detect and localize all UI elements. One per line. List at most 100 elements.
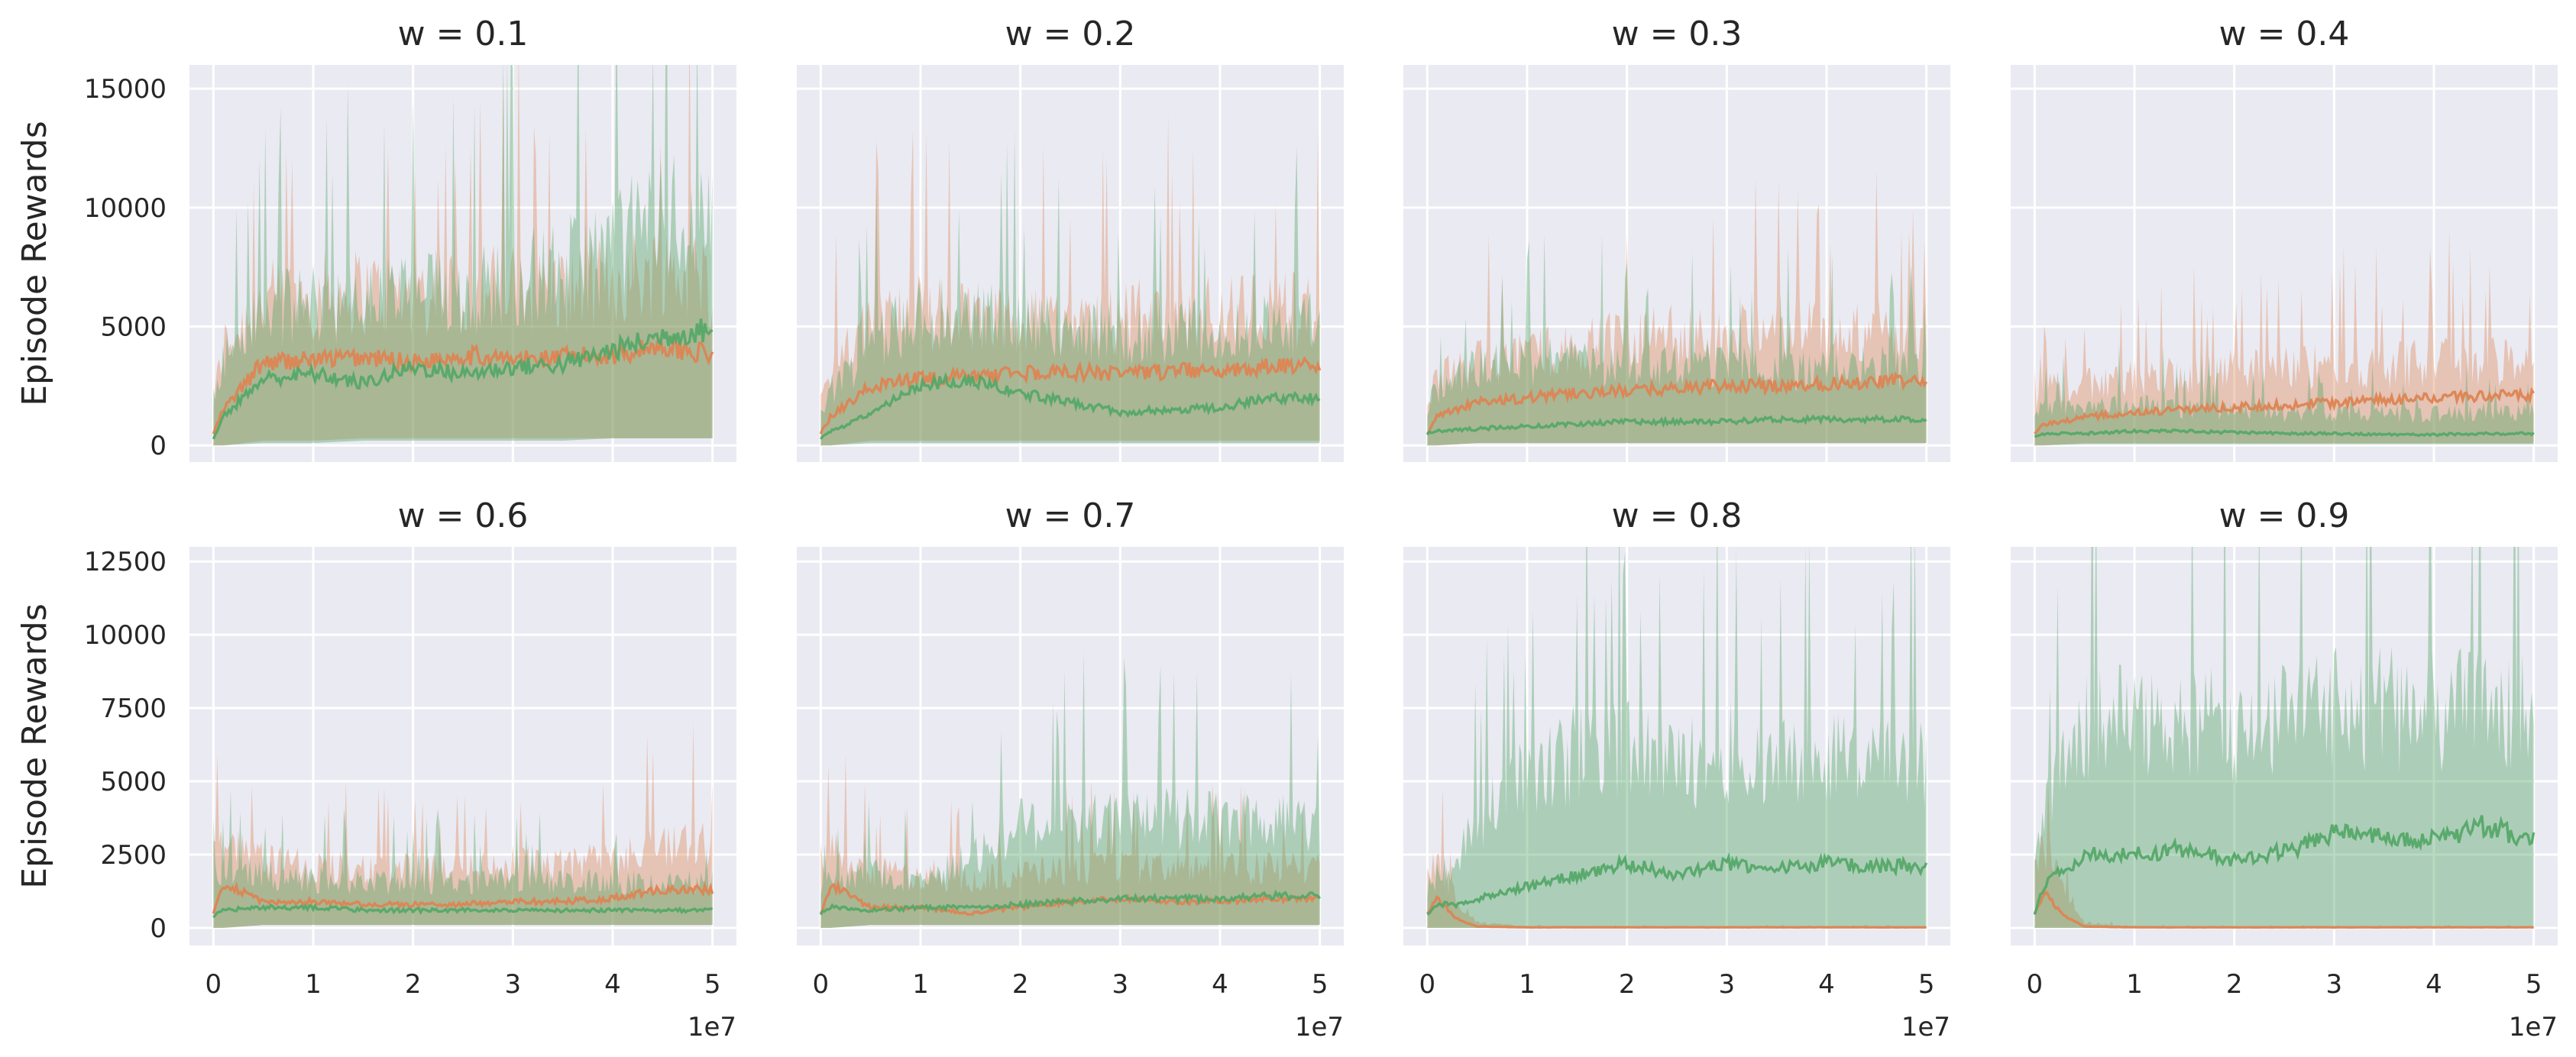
y-tick-label: 5000 (100, 312, 167, 343)
subplot-title: w = 0.4 (2219, 15, 2350, 53)
series-2-band (2034, 547, 2534, 928)
series-2-band (213, 65, 713, 446)
subplot-title: w = 0.2 (1005, 15, 1136, 53)
x-tick-label: 2 (405, 969, 422, 1000)
x-tick-label: 5 (2526, 969, 2542, 1000)
series-2-line (2033, 815, 2536, 916)
y-tick-label: 15000 (84, 74, 167, 105)
subplot-title: w = 0.6 (398, 496, 529, 535)
x-tick-label: 0 (813, 969, 830, 1000)
series-1-line (2033, 890, 2534, 929)
plot-area (189, 547, 736, 945)
x-tick-label: 1 (1519, 969, 1536, 1000)
series-2-band (213, 790, 713, 928)
y-axis-label: Episode Rewards (15, 603, 54, 889)
plot-area (797, 547, 1344, 945)
y-tick-label: 2500 (100, 840, 167, 871)
series-1-line (212, 881, 714, 914)
plot-area (1403, 547, 1950, 945)
series-2-line (1426, 852, 1928, 916)
plot-content (1426, 170, 1928, 446)
series-1-band (1427, 170, 1927, 446)
y-tick-label: 10000 (84, 620, 167, 651)
subplot-title: w = 0.7 (1005, 496, 1136, 535)
subplot-title: w = 0.1 (398, 15, 529, 53)
y-axis-label: Episode Rewards (15, 121, 54, 406)
plot-area (2011, 547, 2558, 945)
subplot-3: w = 0.3 (1403, 15, 1950, 462)
plot-content (1426, 547, 1928, 929)
series-2-band (820, 131, 1320, 446)
series-1-line (1426, 895, 1927, 929)
series-1-band (820, 753, 1320, 928)
series-2-line (212, 318, 714, 440)
series-1-band (213, 722, 713, 928)
x-tick-label: 2 (2226, 969, 2243, 1000)
x-tick-label: 3 (2326, 969, 2343, 1000)
subplot-7: w = 0.8 0 1 2 3 4 5 1e7 (1403, 496, 1950, 1042)
x-tick-label: 1 (2126, 969, 2143, 1000)
series-2-line (820, 371, 1321, 440)
x-tick-label: 1 (305, 969, 322, 1000)
y-tick-label: 0 (150, 913, 167, 944)
x-tick-label: 0 (205, 969, 222, 1000)
subplot-title: w = 0.3 (1612, 15, 1743, 53)
x-tick-label: 3 (1719, 969, 1736, 1000)
x-tick-label: 3 (505, 969, 522, 1000)
series-1-band (213, 65, 713, 446)
series-2-line (2034, 428, 2535, 438)
y-tick-label: 10000 (84, 193, 167, 224)
y-tick-label: 0 (150, 431, 167, 461)
x-tick-label: 5 (1918, 969, 1935, 1000)
x-tick-label: 4 (1818, 969, 1835, 1000)
subplot-6: w = 0.7 0 1 2 3 4 5 1e7 (797, 496, 1344, 1042)
series-2-band (1427, 547, 1927, 928)
x-tick-label: 5 (704, 969, 721, 1000)
series-2-line (1426, 413, 1927, 436)
x-offset-text: 1e7 (1295, 1012, 1344, 1042)
subplot-4: w = 0.4 (2011, 15, 2558, 462)
subplot-2: w = 0.2 (797, 15, 1344, 462)
subplot-title: w = 0.9 (2219, 496, 2350, 535)
plot-content (2034, 229, 2536, 446)
series-1-line (819, 355, 1322, 435)
x-offset-text: 1e7 (1901, 1012, 1950, 1042)
y-tick-label: 5000 (100, 767, 167, 797)
plot-content (2033, 547, 2536, 929)
x-tick-label: 4 (2426, 969, 2442, 1000)
plot-content (212, 65, 714, 446)
x-tick-label: 5 (1312, 969, 1328, 1000)
series-2-line (819, 889, 1321, 916)
x-tick-label: 1 (912, 969, 929, 1000)
y-tick-label: 7500 (100, 693, 167, 724)
series-2-band (820, 651, 1320, 928)
series-1-band (820, 115, 1320, 446)
x-offset-text: 1e7 (688, 1012, 736, 1042)
subplot-5: w = 0.6 0 2500 5000 7500 10000 12500 Episode Re… (15, 496, 736, 1042)
series-1-line (1426, 371, 1928, 435)
plot-content (819, 115, 1322, 446)
series-1-line (2034, 386, 2536, 435)
series-2-line (212, 903, 714, 919)
x-offset-text: 1e7 (2509, 1012, 2558, 1042)
subplot-8: w = 0.9 0 1 2 3 4 5 1e7 (2011, 496, 2558, 1042)
plot-area (189, 65, 736, 462)
x-tick-label: 2 (1012, 969, 1029, 1000)
x-tick-label: 2 (1619, 969, 1636, 1000)
subplot-title: w = 0.8 (1612, 496, 1743, 535)
series-1-band (2034, 229, 2534, 446)
x-tick-label: 0 (1419, 969, 1436, 1000)
plot-area (1403, 65, 1950, 462)
x-tick-label: 3 (1112, 969, 1129, 1000)
subplot-1: w = 0.1 0 5000 10000 15000 Episode Rewards (15, 15, 736, 462)
plot-content (212, 722, 714, 928)
series-2-band (2034, 344, 2534, 446)
x-tick-label: 4 (604, 969, 621, 1000)
x-tick-label: 4 (1212, 969, 1228, 1000)
plot-area (797, 65, 1344, 462)
plot-content (819, 651, 1321, 928)
y-tick-label: 12500 (84, 547, 167, 577)
x-tick-label: 0 (2027, 969, 2044, 1000)
